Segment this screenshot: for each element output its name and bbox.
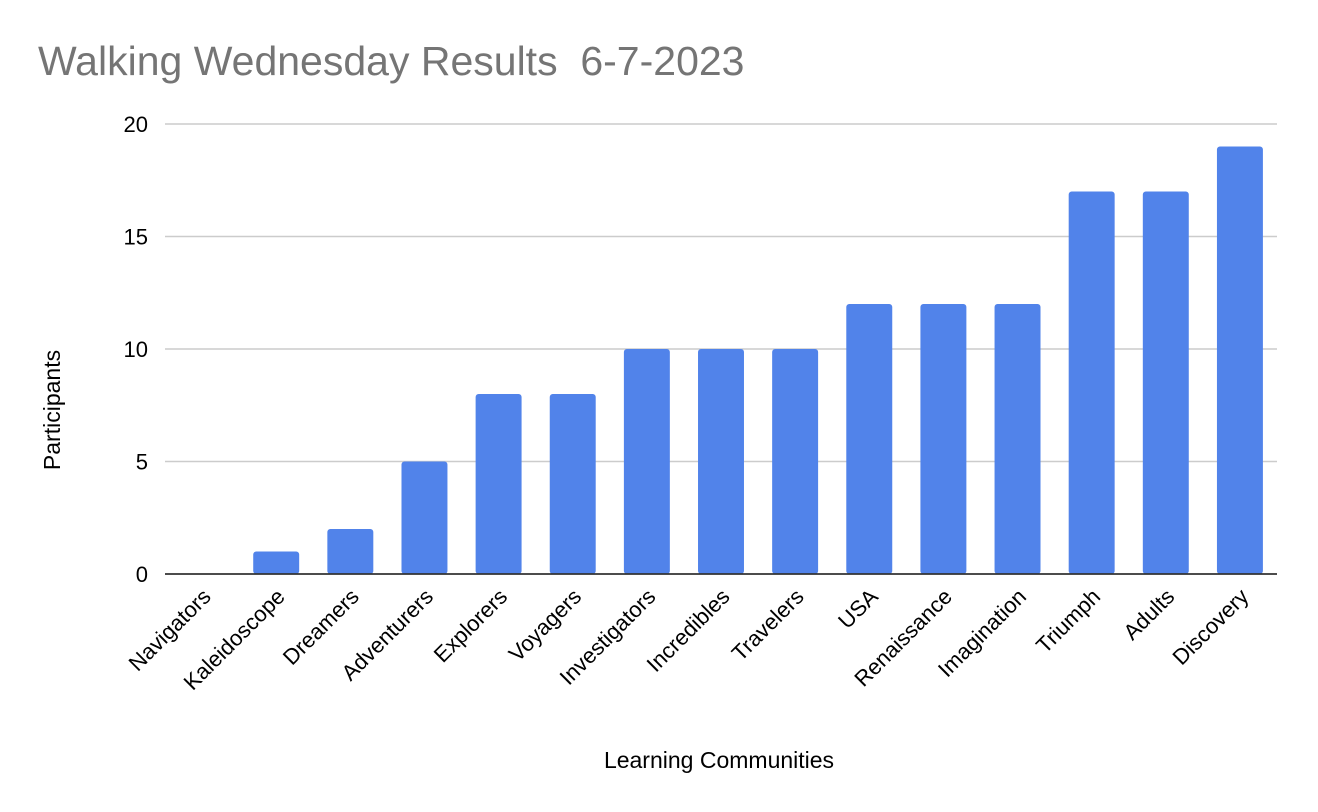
x-axis-ticks: NavigatorsKaleidoscopeDreamersAdventurer… [124,584,1254,695]
y-axis-ticks: 0 5 10 15 20 [124,112,148,587]
y-tick-label: 0 [136,562,148,587]
bar-usa [846,304,893,574]
bar-imagination [994,304,1041,574]
x-tick-label: Travelers [727,584,809,666]
bar-adults [1142,191,1189,574]
chart-title: Walking Wednesday Results 6-7-2023 [38,38,744,84]
bar-explorers [475,394,522,574]
bar-discovery [1216,146,1263,574]
bar-adventurers [401,461,448,574]
bar-kaleidoscope [253,551,300,574]
y-tick-label: 15 [124,225,148,250]
x-tick-label: Adults [1118,584,1179,645]
bar-travelers [772,349,819,574]
x-axis-title: Learning Communities [604,747,834,773]
y-tick-label: 20 [124,112,148,137]
x-tick-label: Discovery [1167,584,1253,670]
bar-renaissance [920,304,967,574]
bar-dreamers [327,529,374,574]
bars [253,146,1263,574]
bar-investigators [623,349,670,574]
bar-incredibles [698,349,744,574]
y-tick-label: 10 [124,337,148,362]
bar-voyagers [549,394,596,574]
x-tick-label: Explorers [429,584,512,667]
bar-triumph [1068,191,1115,574]
y-axis-title: Participants [39,350,65,470]
x-tick-label: Triumph [1031,584,1105,658]
y-tick-label: 5 [136,450,148,475]
x-tick-label: USA [833,584,883,634]
